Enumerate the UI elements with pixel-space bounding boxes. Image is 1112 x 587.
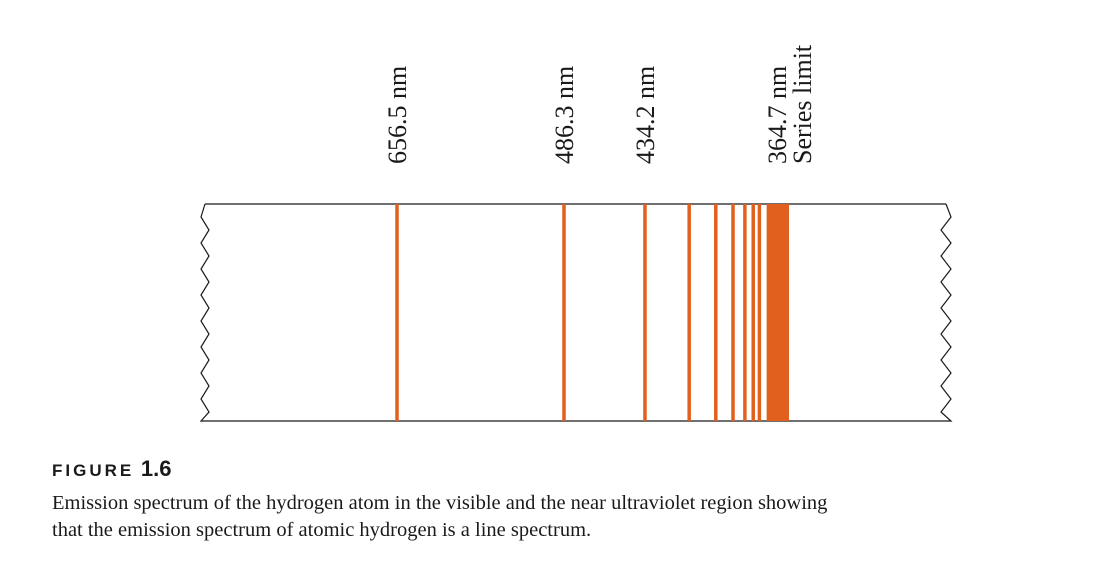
series-limit-label: Series limit: [788, 44, 817, 164]
figure-heading-word: FIGURE: [52, 461, 135, 480]
series-limit-wavelength-label: 364.7 nm: [763, 66, 792, 164]
line-label-1: 656.5 nm: [383, 66, 412, 164]
caption-line-1: Emission spectrum of the hydrogen atom i…: [52, 492, 828, 514]
figure-caption: Emission spectrum of the hydrogen atom i…: [52, 490, 1112, 544]
frame-left-torn-edge: [199, 203, 210, 422]
figure-number: 1.6: [140, 456, 172, 481]
caption-line-2: that the emission spectrum of atomic hyd…: [52, 519, 592, 541]
spectral-lines: [395, 204, 789, 421]
series-limit-band: [766, 204, 789, 421]
line-label-3: 434.2 nm: [631, 66, 660, 164]
line-label-2: 486.3 nm: [550, 66, 579, 164]
spectrum-frame: [199, 203, 953, 422]
frame-right-torn-edge: [940, 203, 953, 422]
figure-heading: FIGURE 1.6: [52, 455, 172, 483]
